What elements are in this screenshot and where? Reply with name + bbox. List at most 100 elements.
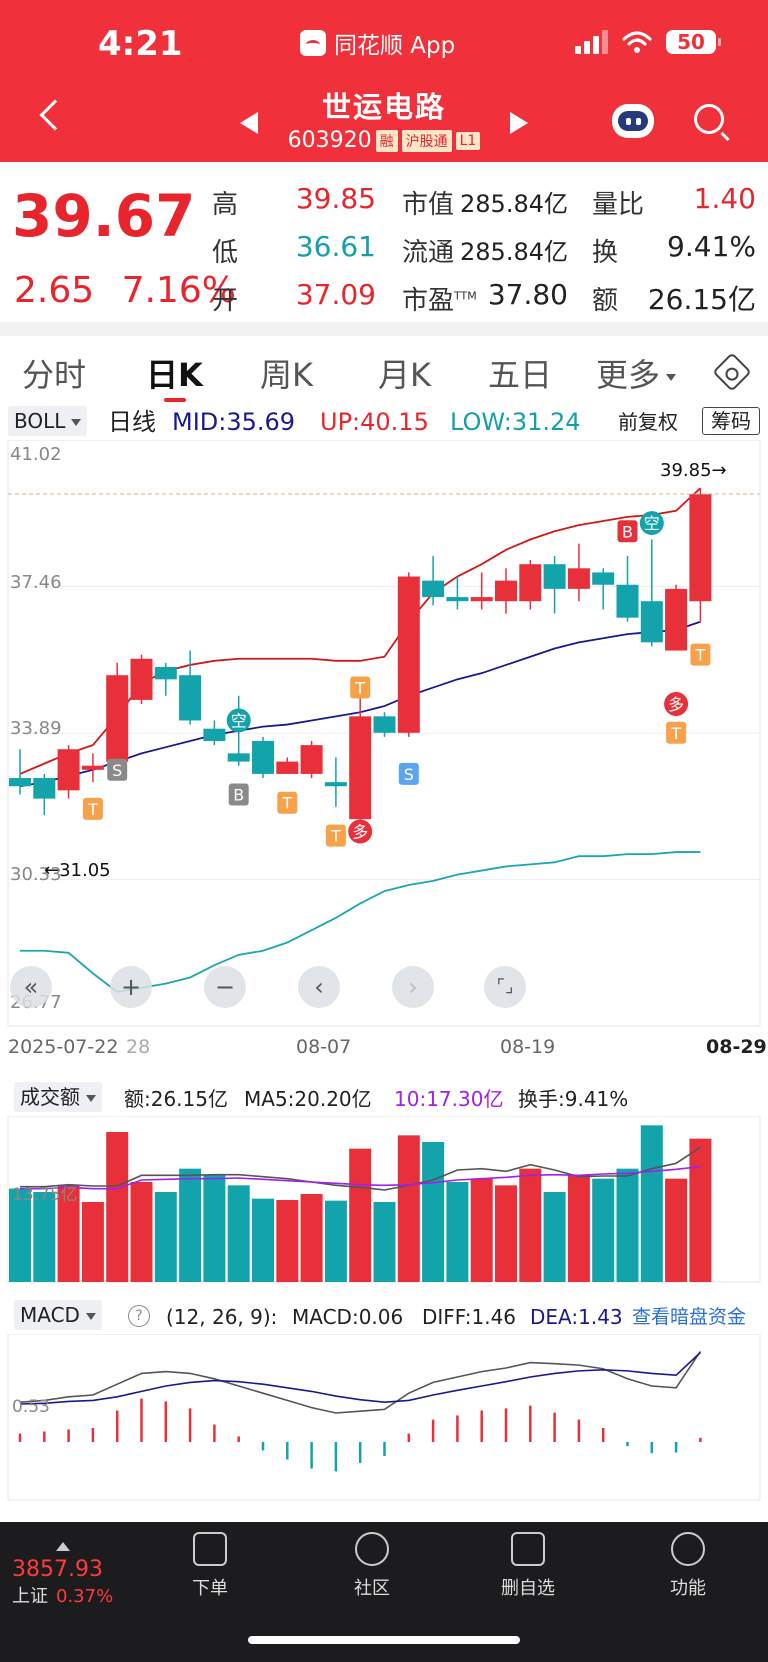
- nav-functions[interactable]: 功能: [628, 1532, 748, 1600]
- boll-low: LOW:31.24: [450, 408, 581, 436]
- period-tabs: 分时 日K 周K 月K 五日 更多: [0, 336, 768, 406]
- tag-connect: 沪股通: [401, 129, 452, 152]
- wifi-icon: [622, 31, 652, 53]
- candle-body: [470, 597, 493, 602]
- zoom-out-icon[interactable]: −: [204, 966, 246, 1008]
- signal-t-label: T: [87, 800, 98, 819]
- high-mark: 39.85→: [660, 460, 727, 481]
- macd-select[interactable]: MACD: [14, 1300, 102, 1330]
- dark-pool-link[interactable]: 查看暗盘资金: [632, 1306, 747, 1328]
- volume-ratio-value: 1.40: [693, 182, 756, 215]
- volume-select[interactable]: 成交额: [14, 1082, 102, 1112]
- nav-remove-watchlist-label: 删自选: [501, 1578, 555, 1599]
- candle-body: [422, 580, 445, 598]
- stock-name: 世运电路: [321, 90, 446, 124]
- search-icon[interactable]: [694, 104, 724, 134]
- tab-daily-k[interactable]: 日K: [146, 356, 203, 394]
- candle-body: [689, 494, 712, 602]
- candle-body: [57, 749, 80, 791]
- tab-more[interactable]: 更多: [596, 350, 677, 396]
- help-icon[interactable]: ?: [128, 1305, 150, 1327]
- open-value: 37.09: [295, 278, 376, 311]
- macd-select-label: MACD: [20, 1303, 80, 1327]
- candle-body: [130, 658, 153, 700]
- stock-code: 603920: [287, 128, 372, 153]
- candle-body: [33, 778, 56, 799]
- volume-bar: [543, 1192, 566, 1282]
- expand-up-icon: [56, 1542, 70, 1551]
- nav-community[interactable]: 社区: [312, 1532, 432, 1600]
- next-stock-icon[interactable]: [510, 112, 528, 134]
- status-app-label: 同花顺 App: [334, 33, 456, 59]
- volume-bar: [495, 1185, 517, 1282]
- pe-label-sup: TTM: [454, 289, 477, 303]
- nav-order[interactable]: 下单: [150, 1532, 270, 1600]
- volume-bar: [324, 1200, 347, 1282]
- quote-panel: 39.67 2.65 7.16% 高 39.85 低 36.61 开 37.09…: [0, 162, 768, 322]
- volume-bar: [470, 1178, 493, 1282]
- signal-t-marker: [277, 791, 298, 814]
- index-quote[interactable]: 3857.93 上证 0.37%: [12, 1542, 113, 1608]
- signal-t-marker: [325, 824, 346, 847]
- tab-intraday[interactable]: 分时: [22, 356, 87, 394]
- zoom-reset-icon[interactable]: «: [10, 966, 52, 1008]
- document-icon: [193, 1532, 227, 1566]
- scroll-right-icon[interactable]: ›: [392, 966, 434, 1008]
- signal-s-label: S: [112, 761, 122, 780]
- index-label: 上证: [12, 1586, 48, 1607]
- scroll-left-icon[interactable]: ‹: [298, 966, 340, 1008]
- candle-body: [349, 716, 372, 820]
- volume-bar: [154, 1192, 177, 1282]
- macd-dea-line: [19, 1351, 701, 1405]
- chips-button[interactable]: 筹码: [702, 407, 760, 435]
- volume-bar: [397, 1135, 420, 1282]
- nav-remove-watchlist[interactable]: 删自选: [468, 1532, 588, 1600]
- tab-monthly-k[interactable]: 月K: [378, 356, 431, 394]
- zoom-in-icon[interactable]: +: [110, 966, 152, 1008]
- adjust-mode[interactable]: 前复权: [618, 410, 678, 434]
- fullscreen-icon[interactable]: ⌜⌟: [484, 966, 526, 1008]
- kline-chart[interactable]: 41.02 37.46 33.89 30.33 26.77 39.85→ ←31…: [0, 440, 768, 1030]
- volume-bar: [57, 1185, 80, 1282]
- axis-label-4: 30.33: [10, 864, 62, 885]
- indicator-select[interactable]: BOLL: [8, 406, 88, 436]
- candle-body: [495, 580, 517, 602]
- candle-body: [446, 597, 469, 602]
- low-mark: ←31.05: [44, 860, 111, 881]
- high-value: 39.85: [295, 182, 376, 215]
- period-label: 日线: [108, 408, 156, 436]
- candle-body: [106, 675, 129, 762]
- tab-weekly-k[interactable]: 周K: [260, 356, 313, 394]
- volume-bar: [179, 1168, 202, 1282]
- volume-bar: [422, 1142, 445, 1282]
- volume-bar: [567, 1175, 590, 1282]
- tab-five-day[interactable]: 五日: [488, 356, 553, 394]
- chevron-down-icon: [86, 1095, 96, 1102]
- price-change: 2.65 7.16%: [14, 270, 236, 311]
- float-label: 流通: [402, 238, 455, 268]
- volume-ma5: MA5:20.20亿: [244, 1087, 372, 1111]
- candle-body: [397, 576, 420, 733]
- signal-kong-label: 空: [644, 514, 660, 533]
- settings-icon[interactable]: [712, 352, 752, 392]
- candle-body: [276, 761, 299, 774]
- volume-bar: [81, 1202, 104, 1282]
- candle-body: [373, 716, 396, 733]
- app-header: 4:21 同花顺 App 50 世运电路 603920 融 沪股通 L1: [0, 0, 768, 162]
- volume-bar: [106, 1132, 129, 1282]
- battery-icon: 50: [666, 30, 721, 54]
- volume-axis-label: 13.75亿: [12, 1185, 78, 1205]
- change-percent: 7.16%: [121, 270, 236, 311]
- macd-header: MACD ? (12, 26, 9): MACD:0.06 DIFF:1.46 …: [0, 1300, 768, 1334]
- signal-b-marker: [617, 520, 638, 543]
- tab-more-label: 更多: [596, 356, 661, 394]
- candle-body: [9, 778, 31, 787]
- volume-bar: [640, 1125, 663, 1282]
- prev-stock-icon[interactable]: [240, 112, 258, 134]
- home-indicator: [248, 1636, 520, 1644]
- volume-bar: [689, 1138, 712, 1282]
- date-axis: 2025-07-22 28 08-07 08-19 08-29: [0, 1036, 768, 1066]
- robot-assistant-icon[interactable]: [612, 104, 654, 138]
- pe-label: 市盈TTM: [402, 280, 477, 317]
- signal-icon: [575, 30, 608, 54]
